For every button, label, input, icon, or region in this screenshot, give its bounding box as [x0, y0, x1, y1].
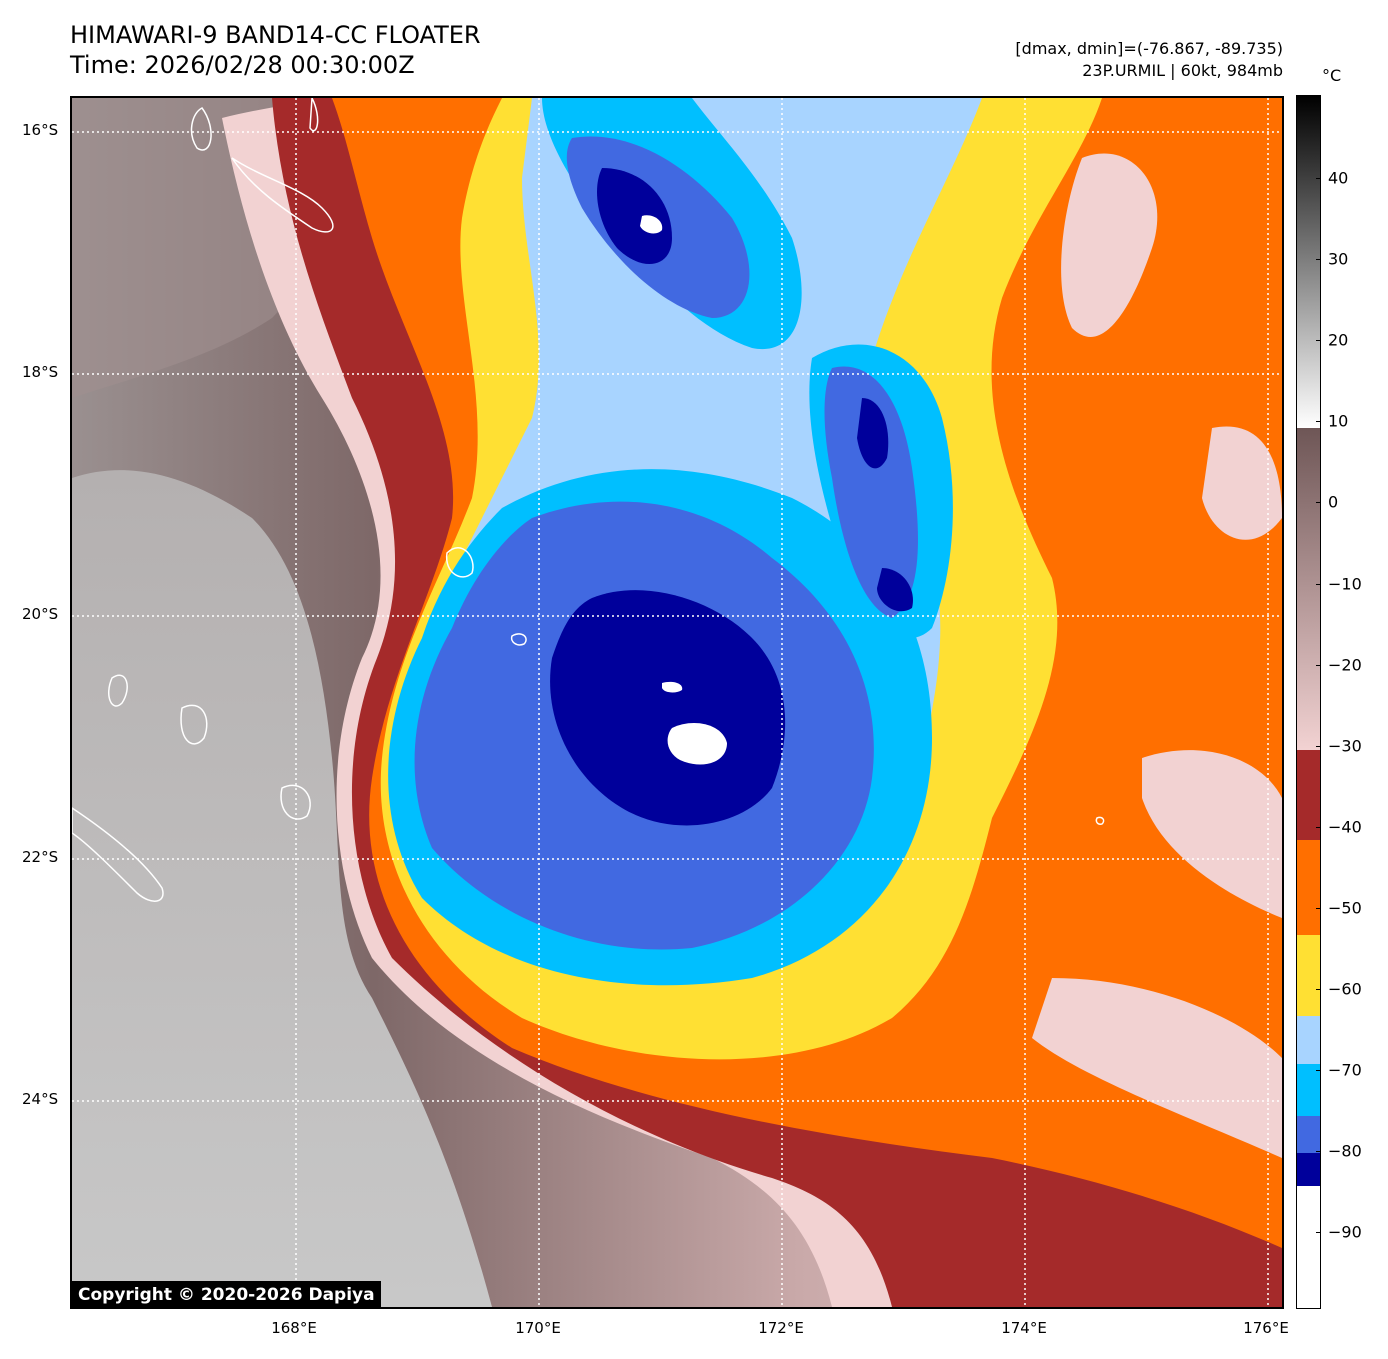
- colorbar-tick-label: 30: [1328, 249, 1349, 269]
- lon-label-174e: 174°E: [1001, 1319, 1047, 1337]
- colorbar-tick-label: −50: [1328, 898, 1362, 918]
- graticule: [72, 98, 1282, 1307]
- colorbar-tick-mark: [1316, 745, 1321, 747]
- colorbar-tick-label: −90: [1328, 1222, 1362, 1242]
- dmax-dmin-text: [dmax, dmin]=(-76.867, -89.735): [1015, 39, 1283, 58]
- colorbar-tick-label: −70: [1328, 1060, 1362, 1080]
- e-pink-patch-2: [1142, 750, 1282, 918]
- colorbar-canvas: [1297, 96, 1320, 1308]
- colorbar-tick-label: 40: [1328, 168, 1349, 188]
- colorbar-orange: [1297, 840, 1320, 935]
- colorbar-yellow: [1297, 935, 1320, 1016]
- lat-label-18s: 18°S: [22, 363, 59, 381]
- colorbar-tick-label: −10: [1328, 574, 1362, 593]
- colorbar-tick-label: −20: [1328, 655, 1362, 675]
- colorbar-tick-mark: [1316, 989, 1321, 990]
- title: HIMAWARI-9 BAND14-CC FLOATER Time: 2026/…: [70, 20, 481, 80]
- storm-text: 23P.URMIL | 60kt, 984mb: [1082, 61, 1283, 80]
- colorbar-light-blue: [1297, 1016, 1320, 1064]
- title-line-2: Time: 2026/02/28 00:30:00Z: [70, 51, 415, 79]
- map-canvas: [72, 98, 1282, 1307]
- royal-blue-east: [824, 366, 918, 618]
- colorbar-tick-label: 0: [1328, 492, 1339, 512]
- colorbar-tick-label: −30: [1328, 736, 1362, 756]
- colorbar-tick-mark: [1316, 502, 1321, 504]
- storm-info: [dmax, dmin]=(-76.867, -89.735) 23P.URMI…: [1015, 38, 1283, 82]
- colorbar-tick-mark: [1316, 907, 1321, 909]
- colorbar-tick-mark: [1316, 259, 1321, 261]
- se-pink-patch: [1032, 978, 1282, 1158]
- lat-label-22s: 22°S: [22, 848, 59, 866]
- coastlines: [72, 98, 1105, 902]
- colorbar-dark-red: [1297, 750, 1320, 840]
- navy-east: [857, 398, 889, 469]
- overshooting-top-small: [662, 681, 683, 693]
- overshooting-top-north: [640, 215, 663, 234]
- colorbar-tick-label: −80: [1328, 1141, 1362, 1161]
- lon-label-172e: 172°E: [758, 1319, 804, 1337]
- e-pink-patch: [1202, 426, 1282, 540]
- colorbar-tick-mark: [1316, 1151, 1321, 1153]
- navy-north: [597, 168, 672, 265]
- colorbar-tick-mark: [1316, 1070, 1321, 1072]
- ne-pink-patch: [1061, 153, 1158, 337]
- colorbar-tick-label: 10: [1328, 411, 1349, 431]
- colorbar-tick-mark: [1316, 1232, 1321, 1234]
- lon-label-170e: 170°E: [515, 1319, 561, 1337]
- colorbar-tick-mark: [1316, 664, 1321, 666]
- colorbar-white: [1297, 1186, 1320, 1308]
- title-line-1: HIMAWARI-9 BAND14-CC FLOATER: [70, 21, 481, 49]
- lat-label-24s: 24°S: [22, 1090, 59, 1108]
- lon-label-176e: 176°E: [1243, 1319, 1289, 1337]
- colorbar-mid-gradient: [1297, 428, 1320, 750]
- colorbar-tick-label: 20: [1328, 330, 1349, 350]
- lat-label-20s: 20°S: [22, 605, 59, 623]
- satellite-map[interactable]: [70, 96, 1284, 1309]
- grey-low-cloud-region: [72, 470, 492, 1307]
- colorbar-unit: °C: [1322, 66, 1342, 85]
- colorbar-sky-blue: [1297, 1064, 1320, 1116]
- colorbar: [1296, 95, 1321, 1309]
- copyright-badge: Copyright © 2020-2026 Dapiya: [72, 1281, 381, 1309]
- colorbar-tick-mark: [1316, 826, 1321, 828]
- colorbar-tick-mark: [1316, 340, 1321, 342]
- colorbar-warm-gradient: [1297, 96, 1320, 428]
- colorbar-tick-mark: [1316, 583, 1321, 585]
- colorbar-tick-mark: [1316, 178, 1321, 179]
- colorbar-navy: [1297, 1153, 1320, 1186]
- colorbar-tick-label: −40: [1328, 817, 1362, 837]
- overshooting-top: [667, 723, 727, 765]
- lat-label-16s: 16°S: [22, 121, 59, 139]
- lon-label-168e: 168°E: [271, 1319, 317, 1337]
- colorbar-royal-blue: [1297, 1116, 1320, 1153]
- navy-east-2: [877, 568, 913, 612]
- colorbar-tick-label: −60: [1328, 979, 1362, 999]
- colorbar-tick-mark: [1316, 421, 1321, 423]
- navy-core: [550, 590, 786, 826]
